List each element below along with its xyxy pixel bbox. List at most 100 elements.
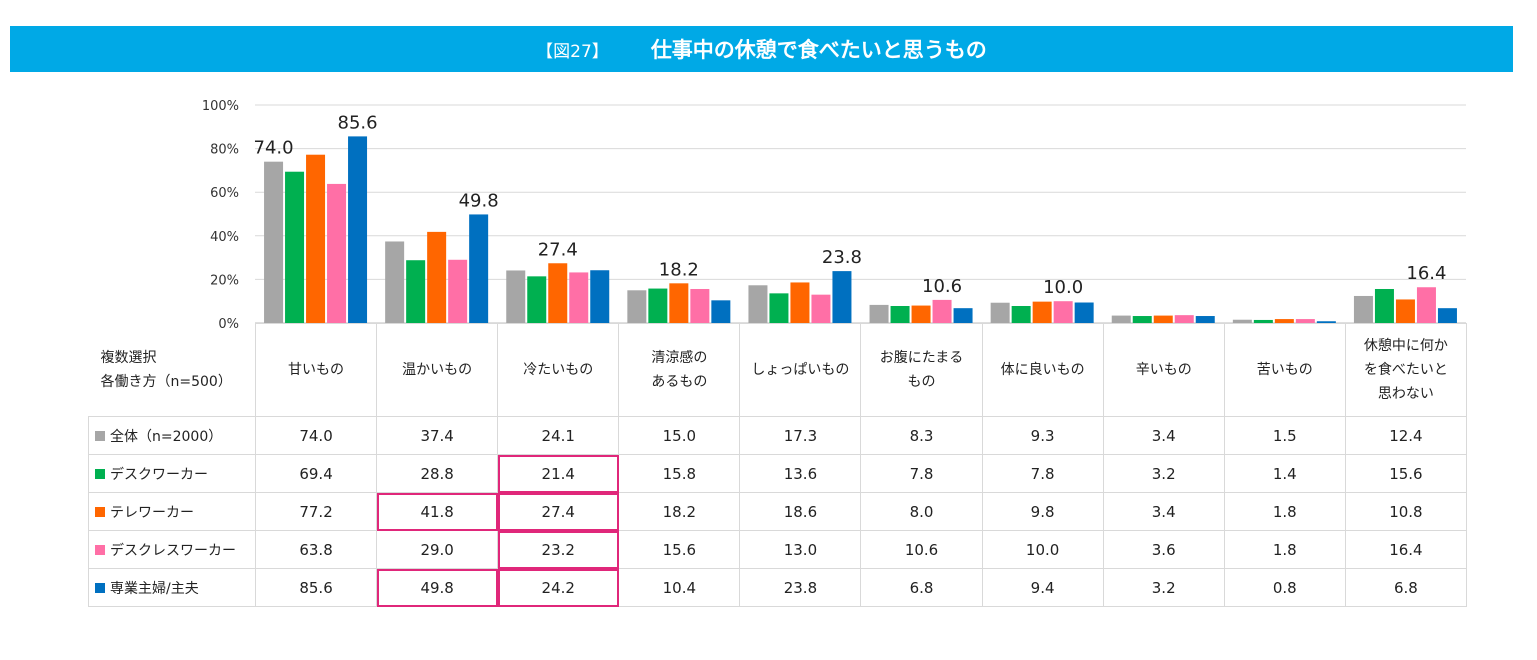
bar	[285, 171, 305, 323]
bar	[990, 302, 1010, 323]
data-label: 10.6	[922, 276, 962, 297]
category-header: 冷たいもの	[497, 323, 620, 417]
bar	[1353, 295, 1373, 323]
figure-number: 【図27】	[536, 41, 609, 62]
table-cell: 23.2	[497, 530, 620, 569]
category-label: しょっぱいもの	[751, 362, 850, 378]
category-header: お腹にたまる もの	[860, 323, 983, 417]
bar	[1274, 319, 1294, 323]
table-cell: 15.6	[618, 530, 741, 569]
table-cell: 29.0	[376, 530, 499, 569]
bar-chart: 0%20%40%60%80%100% 74.085.649.827.418.22…	[202, 99, 1466, 330]
table-row: デスクレスワーカー 63.8 29.0 23.2 15.6 13.0 10.6 10.0 3.6…	[88, 530, 1467, 569]
legend-swatch	[95, 582, 105, 593]
table-cell: 16.4	[1344, 530, 1467, 569]
category-header: 辛いもの	[1102, 323, 1225, 417]
table-cell: 49.8	[376, 568, 499, 607]
category-label: 清涼感の	[651, 350, 708, 366]
bar	[548, 263, 568, 323]
bar	[953, 308, 973, 323]
data-label: 49.8	[459, 190, 499, 211]
data-label: 16.4	[1406, 263, 1446, 284]
bar	[869, 304, 889, 323]
y-tick-label: 40%	[210, 230, 239, 245]
bar	[790, 282, 810, 323]
category-label: 思わない	[1377, 386, 1434, 402]
category-label: 温かいもの	[402, 362, 473, 378]
bar	[1295, 319, 1315, 323]
table-cell: 21.4	[497, 454, 620, 493]
table-cell: 27.4	[497, 492, 620, 531]
bar	[1374, 288, 1394, 323]
y-axis-ticks: 0%20%40%60%80%100%	[202, 99, 239, 330]
bar	[406, 260, 426, 323]
bar	[1316, 321, 1336, 323]
bar	[1153, 315, 1173, 323]
bar	[506, 270, 526, 323]
table-cell: 10.6	[860, 530, 983, 569]
table-cell: 15.6	[1344, 454, 1467, 493]
table-cell: 7.8	[981, 454, 1104, 493]
y-tick-label: 100%	[202, 99, 239, 114]
bar	[811, 294, 831, 323]
series-name: テレワーカー	[88, 492, 256, 531]
table-cell: 0.8	[1223, 568, 1346, 607]
bar	[1032, 301, 1052, 323]
category-header: 休憩中に何か を食べたいと 思わない	[1344, 323, 1467, 417]
legend-swatch	[95, 544, 105, 555]
table-cell: 18.2	[618, 492, 741, 531]
bar	[669, 283, 689, 323]
table-cell: 3.2	[1102, 454, 1225, 493]
series-name: デスクワーカー	[88, 454, 256, 493]
table-cell: 6.8	[860, 568, 983, 607]
bar	[427, 231, 447, 323]
table-cell: 85.6	[254, 568, 378, 607]
y-tick-label: 60%	[210, 186, 239, 201]
data-label: 27.4	[538, 239, 578, 260]
data-label: 18.2	[659, 259, 699, 280]
table-cell: 18.6	[739, 492, 862, 531]
category-label: 甘いもの	[288, 362, 345, 378]
table-cell: 10.0	[981, 530, 1104, 569]
table-cell: 77.2	[254, 492, 378, 531]
y-tick-label: 80%	[210, 143, 239, 158]
data-label: 23.8	[822, 247, 862, 268]
category-header: 温かいもの	[376, 323, 499, 417]
category-header: 甘いもの	[254, 323, 378, 417]
bar	[469, 214, 489, 323]
table-cell: 1.8	[1223, 492, 1346, 531]
category-label: お腹にたまる	[879, 350, 964, 366]
series-name: 専業主婦/主夫	[88, 568, 256, 607]
table-cell: 3.2	[1102, 568, 1225, 607]
bar	[1437, 308, 1457, 323]
bar	[690, 288, 710, 323]
table-cell: 9.8	[981, 492, 1104, 531]
bar	[911, 305, 931, 323]
table-cell: 23.8	[739, 568, 862, 607]
bar	[627, 290, 647, 323]
table-corner: 複数選択 各働き方（n=500）	[88, 323, 256, 417]
table-cell: 10.4	[618, 568, 741, 607]
bar	[1011, 305, 1031, 323]
legend-label: 専業主婦/主夫	[110, 580, 199, 597]
bar	[890, 305, 910, 323]
bar	[932, 299, 952, 323]
bar	[1132, 316, 1152, 323]
table-cell: 6.8	[1344, 568, 1467, 607]
table-cell: 41.8	[376, 492, 499, 531]
table-cell: 1.5	[1223, 416, 1346, 455]
table-cell: 13.0	[739, 530, 862, 569]
table-cell: 1.8	[1223, 530, 1346, 569]
corner-label: 各働き方（n=500）	[100, 373, 232, 390]
bar	[832, 271, 852, 323]
table-cell: 24.2	[497, 568, 620, 607]
chart-title: 仕事中の休憩で食べたいと思うもの	[650, 38, 987, 62]
category-label: 冷たいもの	[523, 362, 594, 378]
bar	[327, 183, 347, 323]
legend-label: テレワーカー	[110, 504, 194, 521]
table-cell: 9.3	[981, 416, 1104, 455]
bar	[1232, 319, 1252, 323]
title-banner: 【図27】 仕事中の休憩で食べたいと思うもの	[10, 26, 1513, 72]
bar	[264, 161, 284, 323]
bar	[306, 154, 326, 323]
